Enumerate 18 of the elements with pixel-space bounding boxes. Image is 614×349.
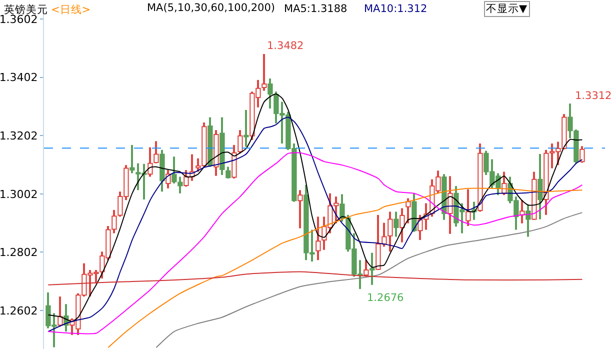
annotation: 不显示▼ bbox=[486, 3, 528, 15]
y-tick-label: 1.3002 bbox=[0, 188, 38, 201]
chart-subtitle: <日线> bbox=[51, 3, 91, 16]
line-series bbox=[48, 271, 583, 286]
candlestick bbox=[244, 110, 249, 147]
y-tick-label: 1.2602 bbox=[0, 304, 38, 318]
line-series bbox=[156, 212, 583, 348]
text: MA10:1.312 bbox=[364, 3, 428, 15]
chart-title: 英镑美元 bbox=[4, 3, 48, 16]
y-tick-label: 1.2802 bbox=[0, 246, 38, 260]
annotation: 1.2676 bbox=[367, 292, 404, 304]
annotation: 1.3312 bbox=[575, 90, 612, 102]
line-series bbox=[48, 152, 583, 334]
annotation: MA(5,10,30,60,100,200) bbox=[147, 2, 275, 14]
text: MA5:1.3188 bbox=[284, 3, 348, 15]
y-tick-label: 1.3202 bbox=[0, 129, 38, 142]
y-tick-label: 1.3402 bbox=[0, 71, 38, 84]
annotation: 1.3482 bbox=[267, 40, 304, 52]
